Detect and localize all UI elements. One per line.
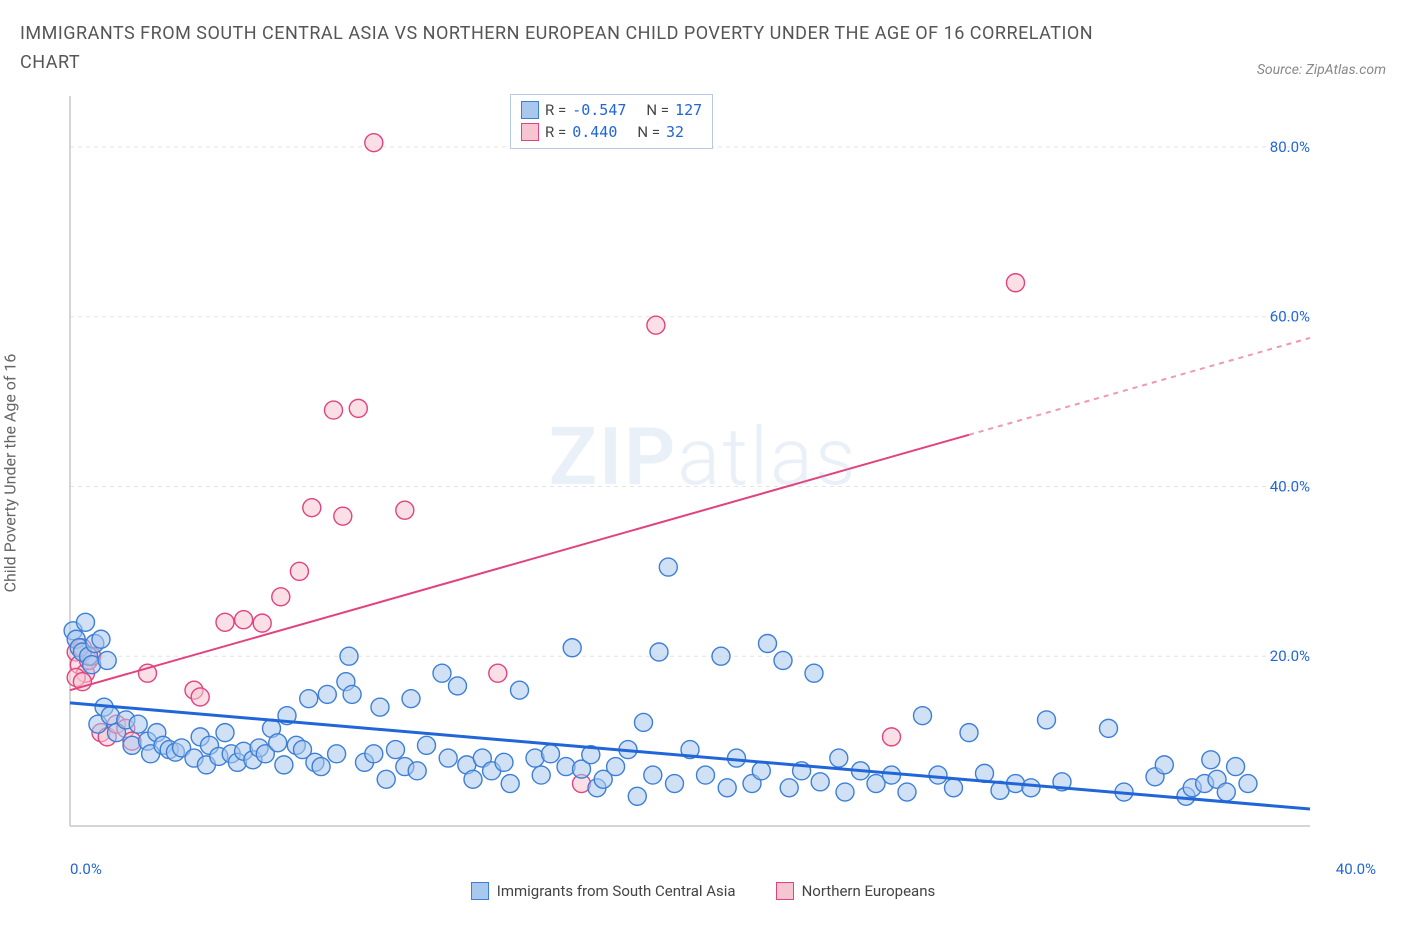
chart-container: Child Poverty Under the Age of 16 20.0%4… (20, 86, 1386, 860)
legend-series: Immigrants from South Central Asia Northe… (20, 882, 1386, 900)
legend-r-label: R = (545, 99, 566, 122)
legend-n-value: 32 (666, 121, 684, 144)
legend-swatch (471, 882, 489, 900)
legend-stat-row: R = -0.547 N = 127 (521, 99, 702, 122)
x-axis-ticks: 0.0% 40.0% (70, 860, 1376, 878)
legend-n-label: N = (637, 121, 660, 144)
legend-series-label: Immigrants from South Central Asia (497, 882, 736, 900)
legend-r-label: R = (545, 121, 566, 144)
x-tick-label: 40.0% (1336, 860, 1376, 878)
legend-stat-row: R = 0.440 N = 32 (521, 121, 702, 144)
y-axis-label: Child Poverty Under the Age of 16 (1, 353, 20, 592)
legend-stats: R = -0.547 N = 127 R = 0.440 N = 32 (510, 94, 713, 149)
legend-n-label: N = (646, 99, 669, 122)
legend-n-value: 127 (675, 99, 702, 122)
x-tick-label: 0.0% (70, 860, 102, 878)
source-label: Source: ZipAtlas.com (1257, 62, 1386, 78)
svg-text:60.0%: 60.0% (1270, 307, 1310, 325)
svg-text:80.0%: 80.0% (1270, 138, 1310, 156)
chart-title: IMMIGRANTS FROM SOUTH CENTRAL ASIA VS NO… (20, 20, 1120, 78)
legend-r-value: 0.440 (572, 121, 617, 144)
legend-series-item: Immigrants from South Central Asia (471, 882, 736, 900)
svg-text:20.0%: 20.0% (1270, 647, 1310, 665)
legend-r-value: -0.547 (572, 99, 626, 122)
legend-series-item: Northern Europeans (776, 882, 936, 900)
legend-series-label: Northern Europeans (802, 882, 936, 900)
legend-swatch (776, 882, 794, 900)
scatter-chart: 20.0% 40.0% 60.0% 80.0% (20, 86, 1320, 856)
legend-swatch (521, 101, 539, 119)
svg-text:40.0%: 40.0% (1270, 477, 1310, 495)
legend-swatch (521, 123, 539, 141)
